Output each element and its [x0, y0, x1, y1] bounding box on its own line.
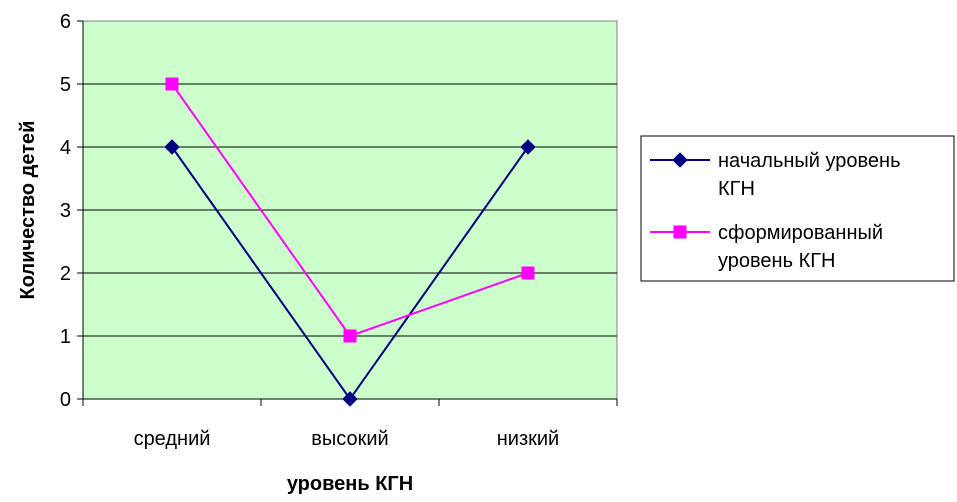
legend-label: уровень КГН	[718, 250, 836, 272]
series-2-point	[165, 77, 179, 91]
series-1-point	[164, 139, 180, 155]
y-axis-title: Количество детей	[17, 121, 39, 300]
x-tick-label: высокий	[311, 428, 388, 450]
series-1-point	[342, 391, 358, 407]
legend-entries: начальный уровень КГН сформированный уровен…	[650, 150, 901, 272]
legend: начальный уровень КГН сформированный уровен…	[640, 135, 955, 282]
y-tick-label: 0	[60, 389, 71, 411]
y-tick-label: 6	[60, 11, 71, 33]
y-tick-label: 4	[60, 137, 71, 159]
y-tick-label: 3	[60, 200, 71, 222]
legend-marker	[673, 225, 687, 239]
x-tick-label: средний	[134, 428, 211, 450]
series-2-point	[343, 329, 357, 343]
legend-label: начальный уровень	[718, 150, 901, 172]
x-tick-label: низкий	[497, 428, 559, 450]
legend-label: сформированный	[718, 222, 883, 244]
y-tick-label: 5	[60, 74, 71, 96]
series-2-point	[521, 266, 535, 280]
legend-marker	[672, 152, 688, 168]
series-1-point	[520, 139, 536, 155]
x-axis-title: уровень КГН	[287, 473, 413, 495]
y-tick-label: 2	[60, 263, 71, 285]
series-lines	[164, 77, 536, 407]
tick-labels: 0 1 2 3 4 5 6 средний высокий низкий	[60, 11, 559, 450]
legend-label: КГН	[718, 178, 755, 200]
y-tick-label: 1	[60, 326, 71, 348]
